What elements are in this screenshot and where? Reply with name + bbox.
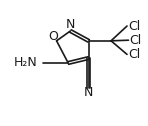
Text: O: O [48, 30, 58, 43]
Text: Cl: Cl [130, 34, 142, 47]
Text: Cl: Cl [128, 48, 140, 61]
Text: N: N [66, 18, 75, 31]
Text: N: N [84, 86, 93, 99]
Text: H₂N: H₂N [14, 56, 38, 70]
Text: Cl: Cl [128, 20, 140, 33]
